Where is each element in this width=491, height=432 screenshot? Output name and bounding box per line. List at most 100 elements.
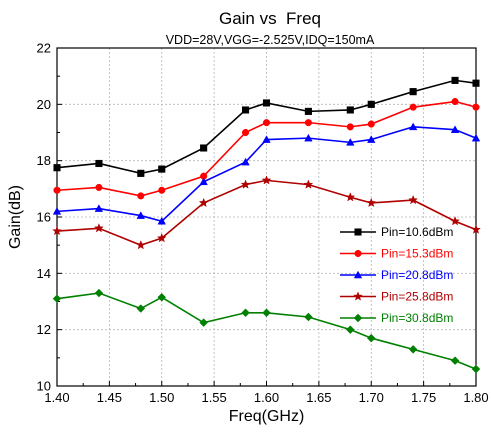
diamond-marker	[471, 364, 481, 374]
diamond-marker	[199, 318, 208, 327]
star-marker	[240, 179, 251, 189]
legend-label: Pin=20.8dBm	[381, 268, 453, 282]
triangle-marker	[353, 270, 363, 279]
series-3	[52, 122, 481, 225]
diamond-marker	[52, 294, 62, 303]
x-tick-label: 1.75	[411, 390, 436, 405]
triangle-marker	[136, 211, 146, 219]
square-marker	[95, 159, 103, 168]
square-marker	[53, 164, 61, 172]
circle-marker	[304, 119, 312, 127]
series-5	[52, 288, 481, 374]
star-marker	[471, 224, 481, 234]
y-tick-label: 14	[37, 266, 51, 281]
triangle-marker	[199, 177, 208, 186]
star-marker	[261, 175, 272, 185]
y-tick-label: 16	[37, 210, 51, 225]
x-tick-label: 1.55	[201, 390, 226, 405]
legend-label: Pin=10.6dBm	[381, 225, 453, 239]
x-tick-label: 1.80	[463, 390, 488, 405]
circle-marker	[451, 97, 459, 106]
circle-marker	[53, 186, 61, 194]
y-tick-label: 18	[37, 153, 51, 168]
circle-marker	[158, 186, 166, 194]
square-marker	[409, 88, 417, 96]
x-tick-label: 1.65	[306, 390, 331, 405]
star-marker	[450, 216, 460, 226]
square-marker	[200, 144, 208, 152]
triangle-marker	[471, 133, 481, 142]
circle-marker	[409, 103, 417, 111]
series-4	[52, 175, 481, 250]
star-marker	[198, 197, 209, 208]
legend-item: Pin=30.8dBm	[340, 311, 453, 325]
series-1	[53, 76, 480, 177]
circle-marker	[472, 103, 480, 111]
star-marker	[353, 291, 363, 301]
triangle-marker	[367, 135, 376, 143]
legend-item: Pin=25.8dBm	[340, 290, 453, 304]
grid-lines	[57, 48, 476, 386]
axis-ticks: 1.40 1.45 1.50 1.55 1.60 1.65 1.70 1.75 1.80 10 12…	[37, 41, 489, 406]
star-marker	[135, 239, 146, 250]
diamond-marker	[241, 308, 250, 318]
legend-item: Pin=10.6dBm	[340, 225, 453, 239]
legend-label: Pin=25.8dBm	[381, 290, 453, 304]
legend-label: Pin=30.8dBm	[381, 311, 453, 325]
triangle-marker	[262, 135, 271, 143]
x-tick-label: 1.60	[254, 390, 279, 405]
diamond-marker	[345, 325, 355, 334]
triangle-marker	[157, 216, 166, 225]
diamond-marker	[408, 345, 418, 354]
circle-marker	[137, 192, 145, 200]
chart-title: Gain vs Freq	[219, 9, 321, 28]
star-marker	[303, 179, 314, 189]
chart-subtitle: VDD=28V,VGG=-2.525V,IDQ=150mA	[166, 33, 375, 47]
square-marker	[242, 106, 250, 114]
square-marker	[451, 76, 459, 84]
diamond-marker	[353, 313, 363, 323]
circle-marker	[367, 120, 375, 128]
diamond-marker	[94, 288, 104, 298]
star-marker	[52, 225, 62, 236]
x-tick-label: 1.40	[44, 390, 69, 405]
square-marker	[262, 99, 271, 107]
star-marker	[93, 223, 104, 233]
triangle-marker	[241, 157, 250, 166]
square-marker	[304, 107, 312, 115]
triangle-marker	[52, 207, 62, 215]
triangle-marker	[450, 125, 460, 133]
diamond-marker	[157, 292, 167, 302]
y-axis-label: Gain(dB)	[7, 185, 24, 249]
star-marker	[366, 197, 377, 208]
circle-marker	[346, 123, 354, 131]
diamond-marker	[366, 333, 376, 343]
x-tick-label: 1.50	[149, 390, 174, 405]
square-marker	[158, 165, 166, 173]
triangle-marker	[94, 204, 104, 212]
square-marker	[367, 100, 375, 108]
triangle-marker	[304, 133, 313, 142]
triangle-marker	[408, 122, 418, 131]
legend-label: Pin=15.3dBm	[381, 247, 453, 261]
x-tick-label: 1.70	[359, 390, 384, 405]
square-marker	[472, 79, 480, 87]
circle-marker	[95, 183, 103, 191]
square-marker	[137, 169, 145, 177]
legend-item: Pin=20.8dBm	[340, 268, 453, 282]
square-marker	[354, 228, 362, 236]
star-marker	[408, 194, 419, 205]
legend-item: Pin=15.3dBm	[340, 247, 453, 261]
series-layer	[52, 76, 481, 374]
x-axis-label: Freq(GHz)	[229, 408, 305, 425]
square-marker	[346, 106, 354, 114]
circle-marker	[262, 119, 271, 127]
circle-marker	[242, 128, 250, 137]
diamond-marker	[262, 308, 271, 318]
circle-marker	[354, 249, 362, 258]
triangle-marker	[346, 138, 355, 146]
diamond-marker	[136, 304, 146, 313]
y-tick-label: 22	[37, 41, 51, 56]
y-tick-label: 10	[37, 379, 51, 394]
